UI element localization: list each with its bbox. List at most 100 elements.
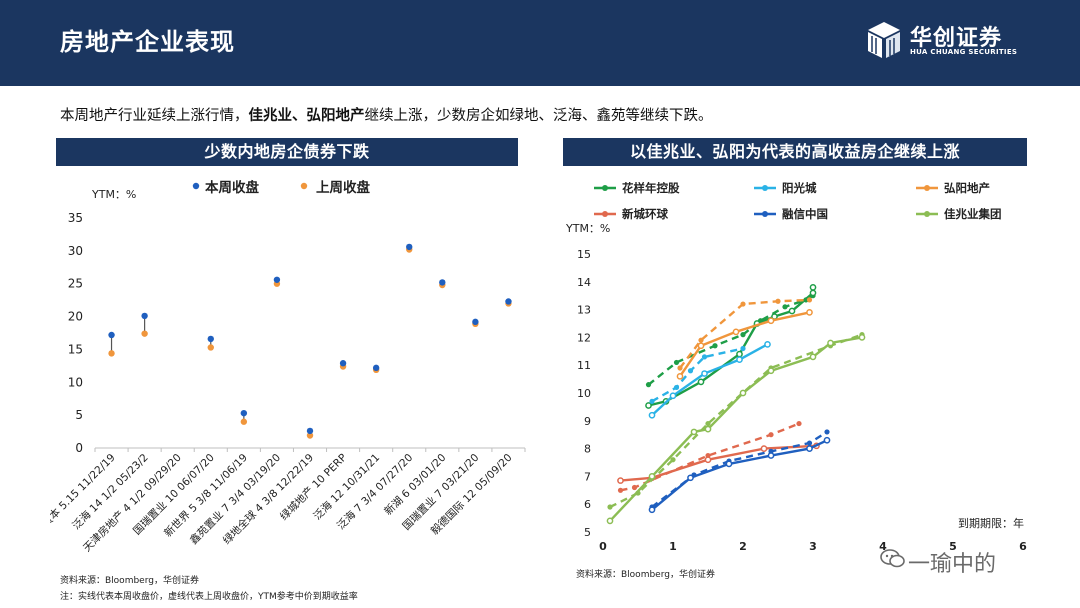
this-week-point [767, 367, 775, 375]
this-week-point [606, 517, 614, 525]
last-week-curve [620, 422, 800, 492]
last-week-point [775, 298, 781, 304]
last-week-point [649, 398, 655, 404]
this-week-point [736, 350, 743, 358]
last-week-point [740, 301, 746, 307]
last-week-point [740, 345, 746, 352]
this-week-point [788, 307, 796, 315]
right-source: 资料来源：Bloomberg，华创证券 [576, 570, 715, 580]
last-week-point [705, 420, 711, 427]
left-y-axis-label: YTM：% [91, 188, 136, 201]
legend-label: 新城环球 [622, 207, 668, 221]
right-x-tick: 1 [669, 540, 677, 553]
last-week-point [108, 350, 115, 357]
right-x-tick: 4 [879, 540, 887, 553]
last-week-point [824, 429, 830, 435]
left-y-tick: 25 [68, 277, 83, 291]
left-note: 注：实线代表本周收盘价，虚线代表上周收盘价，YTM参考中价到期收益率 [60, 592, 358, 602]
this-week-curve [609, 336, 863, 522]
left-chart-title: 少数内地房企债券下跌 [56, 138, 518, 166]
left-y-tick: 15 [68, 342, 83, 356]
last-week-point [806, 297, 813, 303]
legend-marker [602, 185, 608, 191]
right-y-tick: 15 [577, 248, 591, 261]
right-x-tick: 2 [739, 540, 747, 553]
legend-last-week: 上周收盘 [316, 179, 370, 196]
left-y-tick: 10 [68, 375, 83, 389]
watermark-text: 一瑜中的 [908, 552, 997, 577]
right-y-tick: 5 [584, 526, 591, 539]
this-week-point [240, 409, 248, 417]
legend-label: 阳光城 [782, 181, 817, 195]
last-week-point [617, 487, 624, 493]
legend-this-week-marker [192, 182, 200, 190]
this-week-point [701, 370, 708, 377]
this-week-point [809, 353, 817, 361]
last-week-point [607, 504, 613, 510]
legend-last-week-marker [300, 182, 308, 190]
this-week-point [760, 445, 768, 452]
left-source: 资料来源：Bloomberg，华创证券 [60, 576, 199, 586]
this-week-point [439, 279, 446, 286]
left-y-tick: 0 [75, 441, 83, 455]
last-week-point [701, 354, 708, 360]
this-week-point [372, 364, 380, 372]
this-week-point [858, 334, 866, 341]
legend-marker [602, 211, 608, 217]
left-x-tick-label: 新湖 6 03/01/20 [382, 451, 449, 518]
this-week-point [732, 328, 740, 336]
right-y-tick: 13 [577, 304, 591, 317]
last-week-point [673, 359, 680, 366]
this-week-point [697, 378, 705, 386]
last-week-point [677, 365, 683, 371]
last-week-point [645, 382, 652, 388]
left-y-tick: 35 [68, 211, 83, 225]
last-week-point [207, 344, 214, 351]
this-week-point [273, 276, 281, 283]
right-x-tick: 0 [599, 540, 607, 553]
right-x-tick: 3 [809, 540, 817, 553]
right-y-tick: 14 [577, 276, 591, 289]
left-y-tick: 20 [68, 310, 83, 324]
last-week-point [240, 418, 248, 425]
this-week-point [704, 425, 712, 433]
this-week-point [648, 473, 656, 480]
legend-marker [924, 185, 930, 191]
legend-marker [924, 211, 930, 217]
last-week-point [712, 343, 718, 349]
legend-label: 融信中国 [782, 207, 828, 221]
this-week-point [809, 289, 817, 297]
last-week-point [631, 484, 638, 491]
this-week-point [739, 389, 747, 397]
this-week-point [806, 309, 813, 316]
this-week-point [736, 356, 743, 363]
this-week-point [648, 411, 656, 419]
this-week-point [690, 428, 698, 436]
right-x-axis-label: 到期期限：年 [958, 516, 1024, 530]
this-week-point [645, 402, 652, 409]
right-y-tick: 6 [584, 498, 591, 511]
this-week-point [676, 372, 684, 380]
intro-highlight: 佳兆业、弘阳地产 [248, 108, 365, 124]
legend-marker [762, 185, 768, 191]
right-x-tick: 5 [949, 540, 957, 553]
this-week-point [108, 331, 115, 339]
this-week-point [704, 456, 712, 464]
this-week-point [339, 360, 347, 367]
wechat-icon [880, 549, 905, 568]
left-y-tick: 30 [68, 244, 83, 258]
this-week-point [669, 392, 677, 400]
last-week-point [141, 330, 148, 337]
last-week-curve [651, 347, 744, 403]
this-week-point [725, 460, 733, 468]
this-week-point [505, 298, 512, 305]
last-week-point [670, 457, 676, 463]
last-week-point [768, 432, 774, 438]
this-week-point [697, 342, 705, 350]
last-week-point [635, 490, 641, 496]
left-y-tick: 5 [75, 408, 83, 422]
header-bar: 房地产企业表现 华创证券 HUA CHUANG SECURITIES [0, 0, 1080, 86]
right-chart-title: 以佳兆业、弘阳为代表的高收益房企继续上涨 [563, 138, 1027, 166]
